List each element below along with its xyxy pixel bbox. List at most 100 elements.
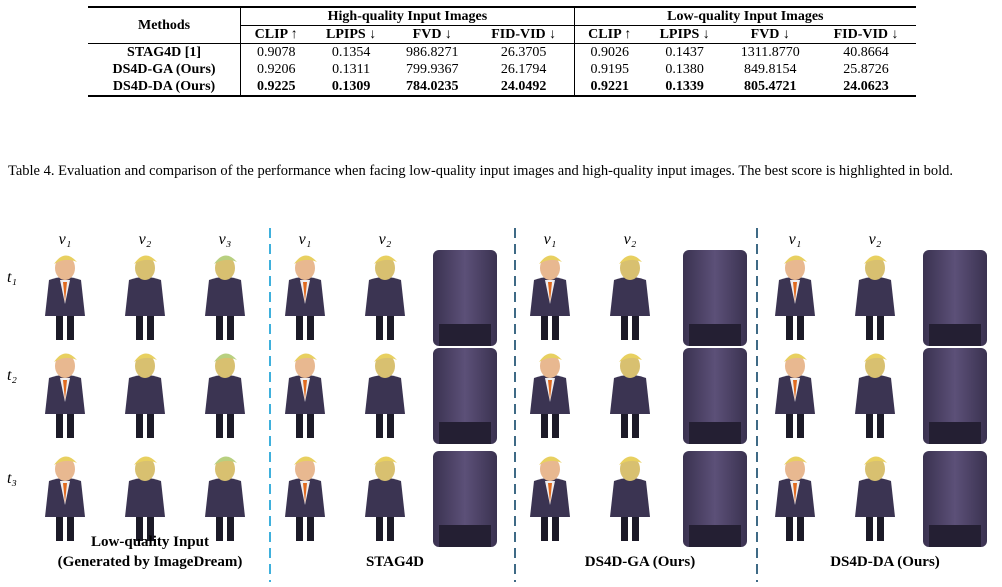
suit: [365, 375, 405, 414]
panel-title: (Generated by ImageDream): [58, 554, 243, 570]
zoom-crop: [923, 348, 987, 444]
suit: [205, 375, 245, 414]
table-row: DS4D-DA (Ours) 0.9225 0.1309 784.0235 24.049…: [88, 78, 916, 97]
zoom-body: [433, 451, 497, 547]
table-cell: 799.9367: [406, 62, 459, 77]
head: [295, 354, 315, 378]
table-cell: 0.9206: [256, 62, 296, 77]
suit: [125, 478, 165, 517]
table-cell: 805.4721: [724, 78, 817, 97]
table-cell: 0.1339: [644, 78, 725, 97]
zoom-crop: [923, 451, 987, 547]
view-label: v₁: [59, 231, 72, 248]
leg: [387, 511, 394, 541]
table-cell: 0.1311: [332, 62, 371, 77]
leg: [621, 511, 628, 541]
view-label: v₁: [789, 231, 802, 248]
leg: [552, 511, 559, 541]
table-cell: 24.0492: [473, 78, 575, 97]
character: [855, 255, 895, 340]
leg: [541, 511, 548, 541]
leg: [296, 408, 303, 438]
zoom-body: [433, 348, 497, 444]
tie: [303, 282, 307, 302]
head: [620, 256, 640, 280]
table-cell: DS4D-GA (Ours): [88, 61, 242, 78]
time-label: t₃: [7, 470, 17, 487]
leg: [56, 408, 63, 438]
leg: [136, 408, 143, 438]
character: [285, 255, 325, 340]
zoom-crop: [433, 348, 497, 444]
head: [540, 457, 560, 481]
leg: [216, 408, 223, 438]
table-cell: 0.9221: [574, 78, 645, 97]
zoom-crop: [433, 451, 497, 547]
column-header: FVD ↓: [724, 25, 817, 44]
suit: [125, 277, 165, 316]
table-cell: 25.8726: [843, 62, 889, 77]
suit: [855, 277, 895, 316]
hair: [134, 353, 157, 362]
view-label: v₂: [869, 231, 882, 248]
suit: [365, 277, 405, 316]
leg: [797, 511, 804, 541]
tie: [548, 282, 552, 302]
zoom-body: [683, 250, 747, 346]
head: [215, 256, 235, 280]
hair: [784, 353, 807, 362]
head: [375, 354, 395, 378]
hair: [214, 255, 237, 264]
leg: [67, 408, 74, 438]
zoom-crop: [923, 250, 987, 346]
character: [775, 255, 815, 340]
character: [530, 456, 570, 541]
table-cell: 0.9195: [590, 62, 630, 77]
head: [295, 256, 315, 280]
head: [540, 256, 560, 280]
hair: [539, 255, 562, 264]
suit: [125, 375, 165, 414]
table-cell: 0.9225: [240, 78, 312, 97]
zoom-body: [923, 348, 987, 444]
tie: [63, 483, 67, 503]
table-cell: 0.9026: [590, 45, 630, 60]
tie: [303, 380, 307, 400]
leg: [227, 408, 234, 438]
leg: [147, 310, 154, 340]
character: [45, 353, 85, 438]
hair: [619, 255, 642, 264]
character: [125, 353, 165, 438]
character: [365, 353, 405, 438]
table-row: DS4D-GA (Ours) 0.9206 0.1311 799.9367 26.179…: [88, 61, 916, 78]
tie: [548, 483, 552, 503]
column-header: FVD ↓: [390, 25, 474, 44]
leg: [216, 310, 223, 340]
leg: [877, 408, 884, 438]
leg: [67, 310, 74, 340]
header-cell: Methods: [88, 6, 242, 44]
table-row: STAG4D [1] 0.9078 0.1354 986.8271 26.3705 0.9…: [88, 43, 916, 61]
leg: [866, 310, 873, 340]
tie: [793, 380, 797, 400]
suit: [365, 478, 405, 517]
table-cell: 1311.8770: [740, 45, 800, 60]
character: [205, 353, 245, 438]
character: [610, 456, 650, 541]
leg: [307, 408, 314, 438]
panel-title: Low-quality Input: [91, 534, 209, 550]
head: [215, 354, 235, 378]
leg: [541, 310, 548, 340]
leg: [227, 511, 234, 541]
table-cell: 26.3705: [473, 43, 575, 61]
leg: [552, 310, 559, 340]
panel-title: DS4D-DA (Ours): [830, 554, 940, 570]
hair: [619, 353, 642, 362]
leg: [387, 408, 394, 438]
header-row: CLIP ↑ LPIPS ↓ FVD ↓ FID-VID ↓ CLIP ↑ LPIPS ↓…: [88, 25, 916, 44]
character: [530, 353, 570, 438]
zoom-body: [683, 348, 747, 444]
leg: [621, 408, 628, 438]
leg: [632, 408, 639, 438]
table-cell: 986.8271: [406, 45, 459, 60]
